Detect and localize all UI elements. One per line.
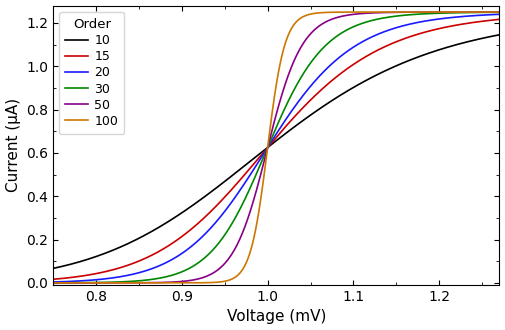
20 (127, 273, 133, 277)
10 (221, 180, 227, 184)
Line: 100: 100 (53, 12, 499, 283)
Line: 20: 20 (53, 14, 499, 282)
100 (221, 280, 227, 283)
15 (496, 17, 502, 21)
Line: 15: 15 (53, 19, 499, 279)
50 (488, 10, 494, 14)
30 (488, 10, 494, 14)
30 (127, 280, 133, 283)
30 (496, 10, 502, 14)
50 (101, 281, 107, 285)
X-axis label: Voltage (mV): Voltage (mV) (227, 310, 326, 324)
30 (50, 281, 56, 285)
10 (496, 33, 502, 37)
100 (240, 266, 246, 270)
Line: 10: 10 (53, 35, 499, 268)
100 (488, 10, 494, 14)
20 (439, 16, 445, 20)
50 (127, 281, 133, 285)
15 (439, 26, 445, 30)
50 (439, 10, 445, 14)
30 (439, 11, 445, 15)
100 (439, 10, 445, 14)
50 (221, 262, 227, 266)
20 (496, 12, 502, 16)
10 (240, 165, 246, 169)
100 (101, 281, 107, 285)
15 (221, 196, 227, 200)
15 (101, 270, 107, 274)
10 (50, 266, 56, 270)
15 (50, 277, 56, 281)
Line: 50: 50 (53, 12, 499, 283)
30 (101, 280, 107, 284)
20 (101, 277, 107, 281)
100 (50, 281, 56, 285)
20 (221, 210, 227, 214)
10 (127, 241, 133, 245)
20 (240, 183, 246, 187)
100 (127, 281, 133, 285)
50 (240, 228, 246, 232)
20 (488, 13, 494, 17)
30 (221, 234, 227, 238)
50 (496, 10, 502, 14)
15 (127, 262, 133, 266)
10 (439, 47, 445, 51)
10 (488, 35, 494, 39)
10 (101, 252, 107, 256)
15 (488, 18, 494, 22)
100 (496, 10, 502, 14)
Legend: 10, 15, 20, 30, 50, 100: 10, 15, 20, 30, 50, 100 (59, 12, 124, 134)
Y-axis label: Current (μA): Current (μA) (6, 98, 21, 192)
15 (240, 174, 246, 178)
50 (50, 281, 56, 285)
Line: 30: 30 (53, 12, 499, 283)
30 (240, 200, 246, 204)
20 (50, 280, 56, 284)
